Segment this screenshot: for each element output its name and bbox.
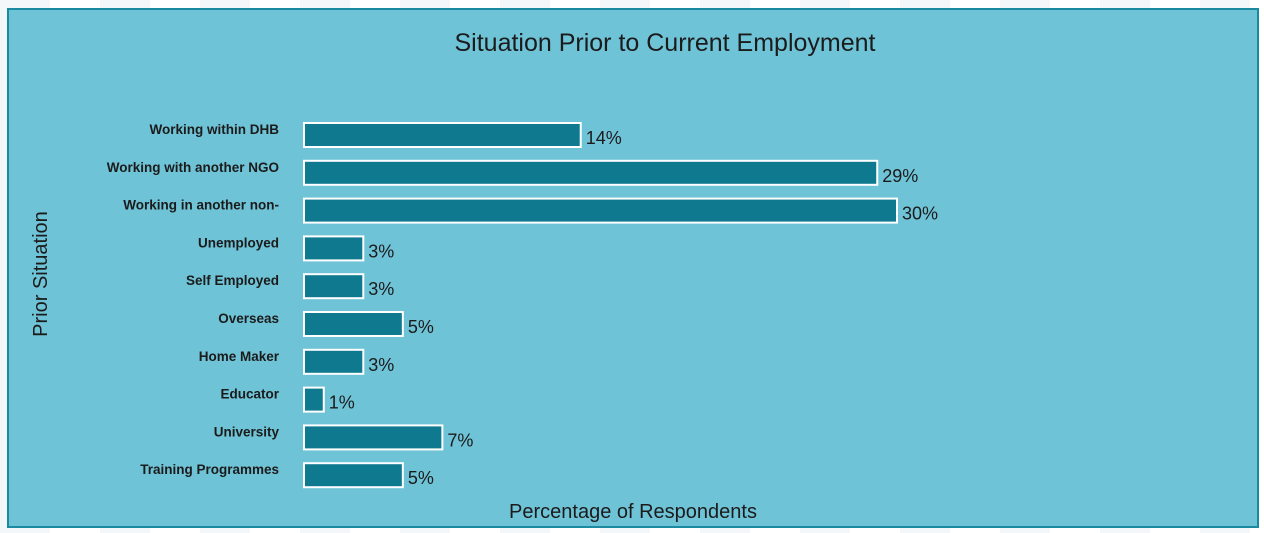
category-label: Training Programmes bbox=[140, 462, 279, 477]
data-label: 1% bbox=[329, 393, 355, 413]
data-label: 30% bbox=[902, 204, 938, 224]
bar bbox=[303, 273, 365, 300]
category-label: University bbox=[214, 424, 280, 439]
data-label: 5% bbox=[408, 317, 434, 337]
category-label: Unemployed bbox=[198, 235, 279, 250]
category-label: Educator bbox=[220, 387, 279, 402]
bar bbox=[303, 348, 365, 375]
category-label: Working within DHB bbox=[150, 122, 280, 137]
data-label: 5% bbox=[408, 468, 434, 488]
data-label: 3% bbox=[368, 241, 394, 261]
data-label: 3% bbox=[368, 355, 394, 375]
bar bbox=[303, 462, 404, 489]
data-label: 29% bbox=[882, 166, 918, 186]
bar bbox=[303, 122, 582, 148]
bar bbox=[303, 197, 898, 224]
chart-title: Situation Prior to Current Employment bbox=[454, 29, 875, 57]
y-axis-title: Prior Situation bbox=[30, 211, 52, 337]
bar bbox=[303, 159, 879, 186]
data-label: 14% bbox=[586, 128, 622, 148]
category-label: Self Employed bbox=[186, 273, 279, 288]
chart-panel bbox=[7, 8, 1259, 528]
category-label: Working with another NGO bbox=[107, 160, 279, 175]
category-label: Home Maker bbox=[199, 349, 280, 364]
bar bbox=[303, 235, 365, 262]
category-label: Overseas bbox=[218, 311, 279, 326]
bar bbox=[303, 424, 444, 451]
bar bbox=[303, 311, 404, 337]
category-label: Working in another non- bbox=[123, 198, 279, 213]
bar bbox=[303, 386, 325, 413]
x-axis-title: Percentage of Respondents bbox=[509, 501, 757, 523]
data-label: 3% bbox=[368, 279, 394, 299]
bars-group: Working within DHB 14% Working with anothe… bbox=[107, 122, 938, 489]
data-label: 7% bbox=[447, 430, 473, 450]
